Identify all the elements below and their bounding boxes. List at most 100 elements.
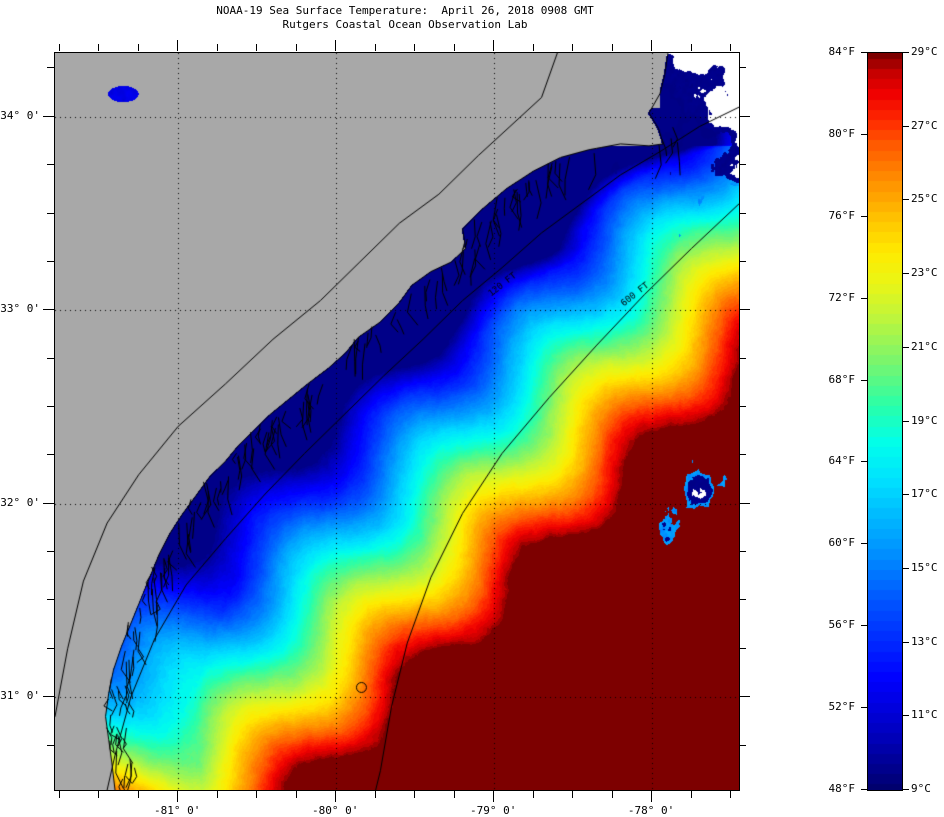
y-tick-right: [739, 503, 750, 504]
x-tick: [98, 791, 99, 798]
x-tick-top: [177, 40, 178, 51]
colorbar-tick-f: [861, 380, 867, 381]
y-tick-right: [739, 164, 746, 165]
colorbar-label-f: 76°F: [828, 208, 856, 222]
x-tick-top: [375, 44, 376, 51]
y-tick-right: [739, 116, 750, 117]
y-tick-right: [739, 358, 746, 359]
colorbar-tick-c: [903, 347, 909, 348]
y-tick-right: [739, 309, 750, 310]
colorbar-label-c: 23°C: [911, 266, 938, 280]
x-tick: [612, 791, 613, 798]
colorbar-tick-c: [903, 715, 909, 716]
x-tick: [572, 791, 573, 798]
y-tick: [47, 164, 54, 165]
y-tick: [43, 116, 54, 117]
y-tick: [47, 261, 54, 262]
x-tick: [375, 791, 376, 798]
colorbar-label-f: 60°F: [828, 536, 856, 550]
y-tick: [47, 648, 54, 649]
x-axis-label: -81° 0': [154, 804, 201, 817]
colorbar-tick-f: [861, 216, 867, 217]
colorbar-label-f: 68°F: [828, 372, 856, 386]
page-title: NOAA-19 Sea Surface Temperature: April 2…: [216, 4, 594, 17]
colorbar-tick-c: [903, 52, 909, 53]
colorbar: [867, 52, 903, 791]
colorbar-label-f: 56°F: [828, 618, 856, 632]
colorbar-label-c: 11°C: [911, 708, 938, 722]
colorbar-tick-c: [903, 199, 909, 200]
x-tick: [651, 791, 652, 802]
y-tick: [47, 745, 54, 746]
y-axis-label: 31° 0': [0, 689, 40, 703]
colorbar-label-c: 17°C: [911, 487, 938, 501]
map-gridlines: [55, 53, 739, 790]
page-subtitle: Rutgers Coastal Ocean Observation Lab: [282, 18, 528, 31]
x-tick: [59, 791, 60, 798]
colorbar-tick-c: [903, 273, 909, 274]
x-tick-top: [98, 44, 99, 51]
colorbar-tick-f: [861, 52, 867, 53]
colorbar-label-f: 52°F: [828, 700, 856, 714]
colorbar-label-c: 21°C: [911, 339, 938, 353]
y-axis-label: 34° 0': [0, 108, 40, 122]
colorbar-label-c: 27°C: [911, 118, 938, 132]
y-tick-right: [739, 213, 746, 214]
y-tick: [43, 309, 54, 310]
colorbar-label-f: 72°F: [828, 290, 856, 304]
colorbar-label-f: 64°F: [828, 454, 856, 468]
x-tick-top: [612, 44, 613, 51]
colorbar-label-f: 84°F: [828, 45, 856, 58]
x-tick: [454, 791, 455, 798]
colorbar-label-c: 9°C: [911, 782, 931, 795]
x-tick-top: [730, 44, 731, 51]
colorbar-label-c: 29°C: [911, 45, 938, 58]
colorbar-tick-f: [861, 789, 867, 790]
sst-map-plot[interactable]: [54, 52, 740, 791]
y-tick-right: [739, 454, 746, 455]
x-tick: [296, 791, 297, 798]
y-tick: [47, 358, 54, 359]
colorbar-label-f: 80°F: [828, 126, 856, 140]
y-tick: [43, 696, 54, 697]
x-tick-top: [296, 44, 297, 51]
y-tick-right: [739, 551, 746, 552]
y-tick: [47, 599, 54, 600]
x-tick-top: [414, 44, 415, 51]
colorbar-tick-f: [861, 707, 867, 708]
x-tick-top: [335, 40, 336, 51]
x-tick: [730, 791, 731, 798]
x-tick: [335, 791, 336, 802]
colorbar-tick-c: [903, 642, 909, 643]
colorbar-tick-f: [861, 134, 867, 135]
x-tick-top: [59, 44, 60, 51]
colorbar-tick-c: [903, 568, 909, 569]
y-tick: [47, 454, 54, 455]
y-tick: [47, 213, 54, 214]
colorbar-tick-c: [903, 126, 909, 127]
colorbar-tick-c: [903, 494, 909, 495]
colorbar-label-c: 25°C: [911, 192, 938, 206]
y-tick: [47, 551, 54, 552]
y-tick: [43, 503, 54, 504]
colorbar-tick-c: [903, 789, 909, 790]
x-tick-top: [217, 44, 218, 51]
x-tick: [414, 791, 415, 798]
y-tick-right: [739, 67, 746, 68]
x-axis-label: -78° 0': [627, 804, 675, 817]
colorbar-label-c: 15°C: [911, 560, 938, 574]
x-axis-label: -80° 0': [311, 804, 359, 817]
x-tick: [691, 791, 692, 798]
colorbar-tick-c: [903, 421, 909, 422]
colorbar-label-c: 19°C: [911, 413, 938, 427]
x-tick: [138, 791, 139, 798]
y-axis-label: 33° 0': [0, 302, 40, 316]
y-tick-right: [739, 406, 746, 407]
x-tick: [177, 791, 178, 802]
y-tick-right: [739, 261, 746, 262]
x-tick: [256, 791, 257, 798]
y-tick-right: [739, 696, 750, 697]
x-tick-top: [454, 44, 455, 51]
x-tick: [493, 791, 494, 802]
y-axis-label: 32° 0': [0, 495, 40, 509]
